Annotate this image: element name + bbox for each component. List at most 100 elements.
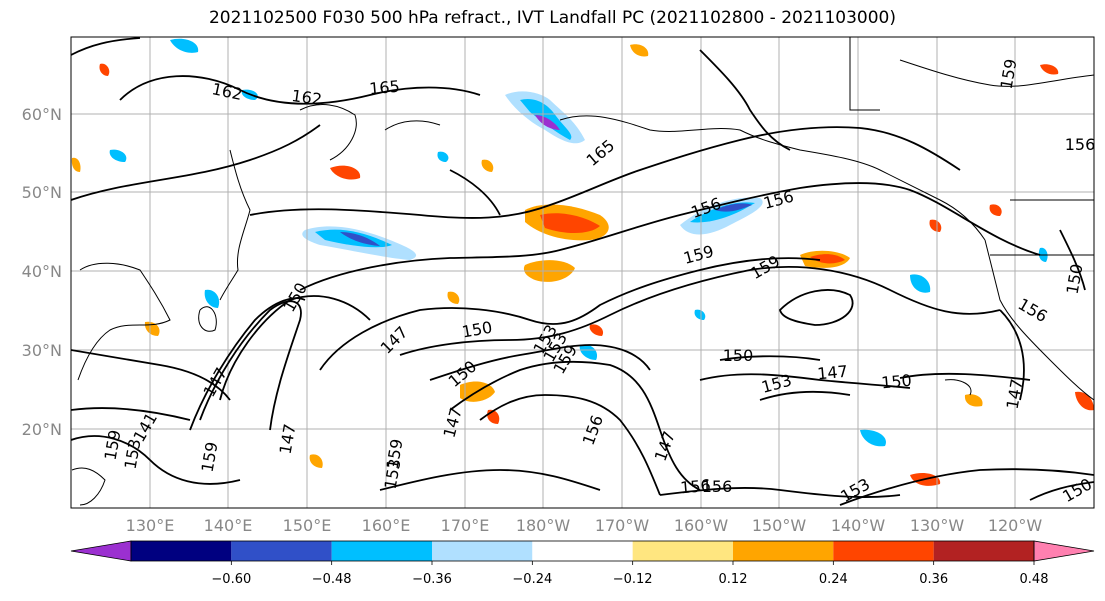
coastline [559, 115, 986, 241]
contour-line [479, 394, 661, 496]
colorbar-tick-label: 0.48 [1020, 572, 1049, 587]
negative-anomaly-region [535, 115, 560, 130]
colorbar-tick-label: 0.24 [819, 572, 848, 587]
colorbar-tick-label: −0.12 [613, 572, 653, 587]
contour-line [699, 49, 791, 151]
longitude-label: 170°W [595, 516, 650, 535]
latitude-label: 20°N [22, 420, 62, 439]
longitude-label: 150°E [283, 516, 332, 535]
positive-anomaly-region [929, 219, 942, 232]
positive-anomaly-region [589, 324, 604, 336]
contour-line [379, 469, 601, 491]
contour-line [71, 407, 191, 421]
contour-line [219, 295, 371, 401]
contour-line [429, 344, 651, 381]
coastline [384, 120, 441, 131]
longitude-label: 130°E [126, 516, 175, 535]
colorbar-segment [231, 541, 332, 561]
contour-line [999, 309, 1025, 401]
positive-anomaly-region [71, 157, 81, 172]
contour-line [759, 390, 851, 401]
positive-anomaly-region [481, 159, 494, 172]
negative-anomaly-region [715, 203, 752, 212]
contour-label: 150 [723, 346, 754, 365]
negative-anomaly-region [109, 149, 127, 162]
longitude-label: 180°W [516, 516, 571, 535]
coastline [219, 149, 251, 301]
positive-anomaly-region [330, 165, 361, 180]
colorbar-extend-low [70, 540, 132, 562]
positive-anomaly-region [99, 63, 110, 76]
latitude-label: 40°N [22, 262, 62, 281]
contour-line [71, 435, 241, 485]
colorbar-extend-high [1033, 540, 1095, 562]
negative-anomaly-region [437, 151, 449, 162]
colorbar-segment [432, 541, 533, 561]
positive-anomaly-region [309, 454, 323, 468]
positive-anomaly-region [964, 394, 983, 407]
coastline [944, 379, 972, 396]
longitude-label: 130°W [910, 516, 965, 535]
longitude-label: 160°W [674, 516, 729, 535]
refractivity-contours [71, 37, 1094, 506]
positive-anomaly-region [447, 291, 460, 304]
positive-anomaly-region [540, 213, 600, 234]
coastline [198, 306, 217, 332]
contour-label: 150 [880, 371, 912, 393]
contour-line [299, 182, 1041, 291]
contour-line [1029, 481, 1094, 501]
colorbar: −0.60 −0.48 −0.36 −0.24 −0.12 0.12 0.24 0.36 0.4… [70, 540, 1095, 587]
latitude-label: 50°N [22, 183, 62, 202]
colorbar-tick-label: −0.36 [412, 572, 452, 587]
contour-line [839, 468, 1094, 506]
coastline [299, 104, 357, 161]
negative-anomaly-region [340, 232, 380, 246]
colorbar-segment [632, 541, 733, 561]
negative-anomaly-region [910, 274, 931, 293]
coastline [984, 239, 1094, 401]
contour-label: 156 [702, 477, 733, 496]
contour-label: 156 [1065, 135, 1096, 154]
map-frame [70, 36, 1095, 509]
longitude-label: 170°E [441, 516, 490, 535]
contour-label: 162 [290, 86, 323, 109]
latitude-labels: 60°N 50°N 40°N 30°N 20°N [22, 105, 62, 439]
latitude-label: 30°N [22, 341, 62, 360]
contour-line [1059, 229, 1086, 291]
positive-anomaly-region [1040, 64, 1059, 75]
contour-label: 147 [816, 362, 848, 384]
colorbar-segment [833, 541, 934, 561]
longitude-label: 140°W [831, 516, 886, 535]
negative-anomaly-region [204, 289, 220, 308]
colorbar-tick-label: 0.12 [719, 572, 748, 587]
contour-line [399, 266, 1001, 356]
longitude-label: 120°W [988, 516, 1043, 535]
coastline [849, 37, 880, 111]
longitude-label: 160°E [362, 516, 411, 535]
negative-anomaly-region [170, 38, 199, 53]
contour-line [189, 297, 306, 431]
colorbar-segment [331, 541, 432, 561]
coastline [899, 59, 1094, 87]
contour-label: 156 [679, 476, 711, 498]
colorbar-segment [733, 541, 834, 561]
contour-line [71, 37, 141, 56]
contour-line [199, 300, 302, 431]
positive-anomaly-region [810, 254, 845, 264]
coastline [77, 262, 171, 381]
positive-anomaly-region [1075, 391, 1094, 411]
contour-label: 165 [368, 77, 400, 99]
contour-line [779, 289, 854, 326]
contour-line [719, 355, 821, 361]
longitude-label: 150°W [752, 516, 807, 535]
negative-anomaly-region [579, 344, 598, 360]
negative-anomaly-region [860, 429, 886, 447]
contour-line [449, 169, 501, 216]
longitude-label: 140°E [204, 516, 253, 535]
map-title: 2021102500 F030 500 hPa refract., IVT La… [208, 8, 896, 28]
colorbar-tick-label: −0.24 [512, 572, 552, 587]
colorbar-segment [933, 541, 1034, 561]
contour-line [249, 126, 961, 219]
longitude-labels: 130°E 140°E 150°E 160°E 170°E 180°W 170°W 160°W… [126, 516, 1043, 535]
